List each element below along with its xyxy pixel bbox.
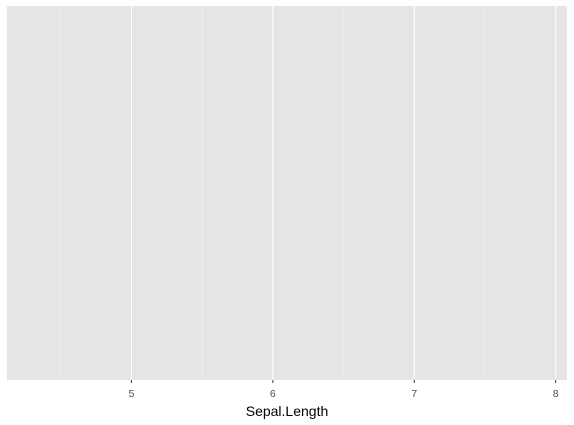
x-tick-label: 5 bbox=[129, 388, 135, 400]
x-tick-label: 7 bbox=[411, 388, 417, 400]
plot-panel bbox=[7, 6, 567, 380]
x-tick-label: 8 bbox=[553, 388, 559, 400]
x-tick-label: 6 bbox=[270, 388, 276, 400]
x-axis-title: Sepal.Length bbox=[246, 403, 329, 419]
